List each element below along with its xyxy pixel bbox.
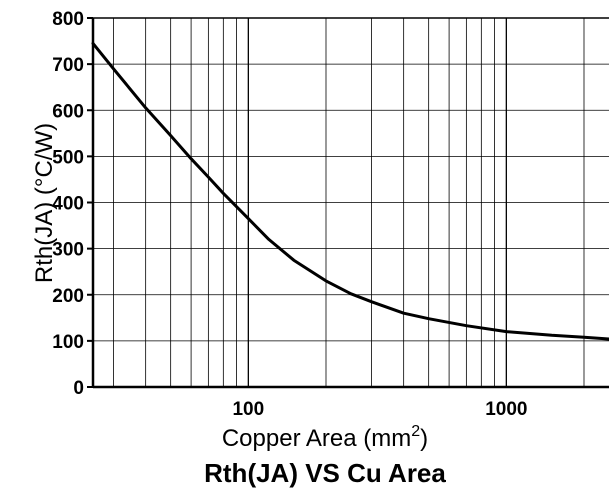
y-tick-labels: 0 100 200 300 400 500 600 700 800: [52, 9, 93, 399]
y-axis-label: Rth(JA) (°C/W): [31, 123, 58, 283]
y-tick-label: 0: [73, 378, 84, 399]
y-tick-label: 300: [52, 240, 84, 261]
x-axis-label-main: Copper Area (mm: [222, 425, 411, 452]
y-tick-label: 600: [52, 101, 84, 122]
y-tick-label: 800: [52, 9, 84, 30]
y-tick-label: 100: [52, 332, 84, 353]
y-tick-label: 700: [52, 55, 84, 76]
x-tick-labels: 100 1000: [232, 399, 527, 420]
chart-title: Rth(JA) VS Cu Area: [204, 458, 446, 488]
x-axis-label: Copper Area (mm2): [222, 423, 428, 452]
y-tick-label: 200: [52, 286, 84, 307]
x-tick-label: 100: [232, 399, 264, 420]
series-line: [91, 41, 609, 341]
x-axis-label-superscript: 2: [411, 423, 420, 440]
x-axis-label-suffix: ): [420, 425, 428, 452]
y-tick-label: 500: [52, 147, 84, 168]
x-tick-label: 1000: [485, 399, 527, 420]
y-tick-label: 400: [52, 194, 84, 215]
